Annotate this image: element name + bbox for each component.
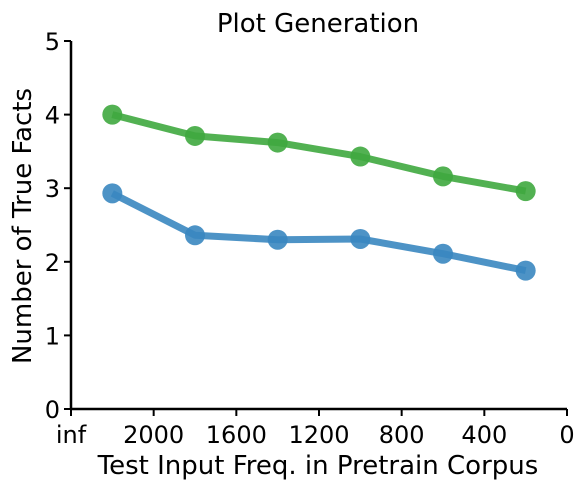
x-tick-label: 1600 (206, 421, 267, 449)
x-tick-label: 1200 (288, 421, 349, 449)
data-point (515, 260, 536, 281)
data-point (267, 229, 288, 250)
y-tick-label: 3 (45, 175, 60, 203)
data-point (350, 228, 371, 249)
data-point (102, 104, 123, 125)
y-axis-label: Number of True Facts (8, 88, 38, 364)
series-layer (102, 104, 536, 281)
data-point (515, 181, 536, 202)
data-point (267, 132, 288, 153)
y-tick-label: 4 (45, 102, 60, 130)
series-2 (102, 104, 536, 202)
y-tick-label: 0 (45, 396, 60, 424)
data-point (433, 243, 453, 264)
x-tick-label: inf (56, 421, 87, 449)
series-1 (102, 183, 536, 281)
chart-title: Plot Generation (217, 9, 419, 39)
y-tick-label: 2 (45, 249, 60, 277)
data-point (185, 125, 205, 146)
x-tick-label: 400 (461, 421, 507, 449)
series-line (111, 111, 527, 195)
x-tick-label: 0 (559, 421, 574, 449)
y-tick-label: 1 (45, 322, 60, 350)
x-axis-label: Test Input Freq. in Pretrain Corpus (97, 451, 539, 481)
data-point (350, 146, 371, 167)
x-tick-label: 800 (379, 421, 425, 449)
x-tick-label: 2000 (123, 421, 184, 449)
data-point (185, 225, 205, 246)
data-point (102, 183, 123, 204)
axes: 0 1 2 3 4 5 inf 2000 1600 1200 800 400 0 (45, 28, 575, 449)
data-point (433, 166, 453, 187)
series-line (110, 190, 527, 275)
y-tick-label: 5 (45, 28, 60, 56)
